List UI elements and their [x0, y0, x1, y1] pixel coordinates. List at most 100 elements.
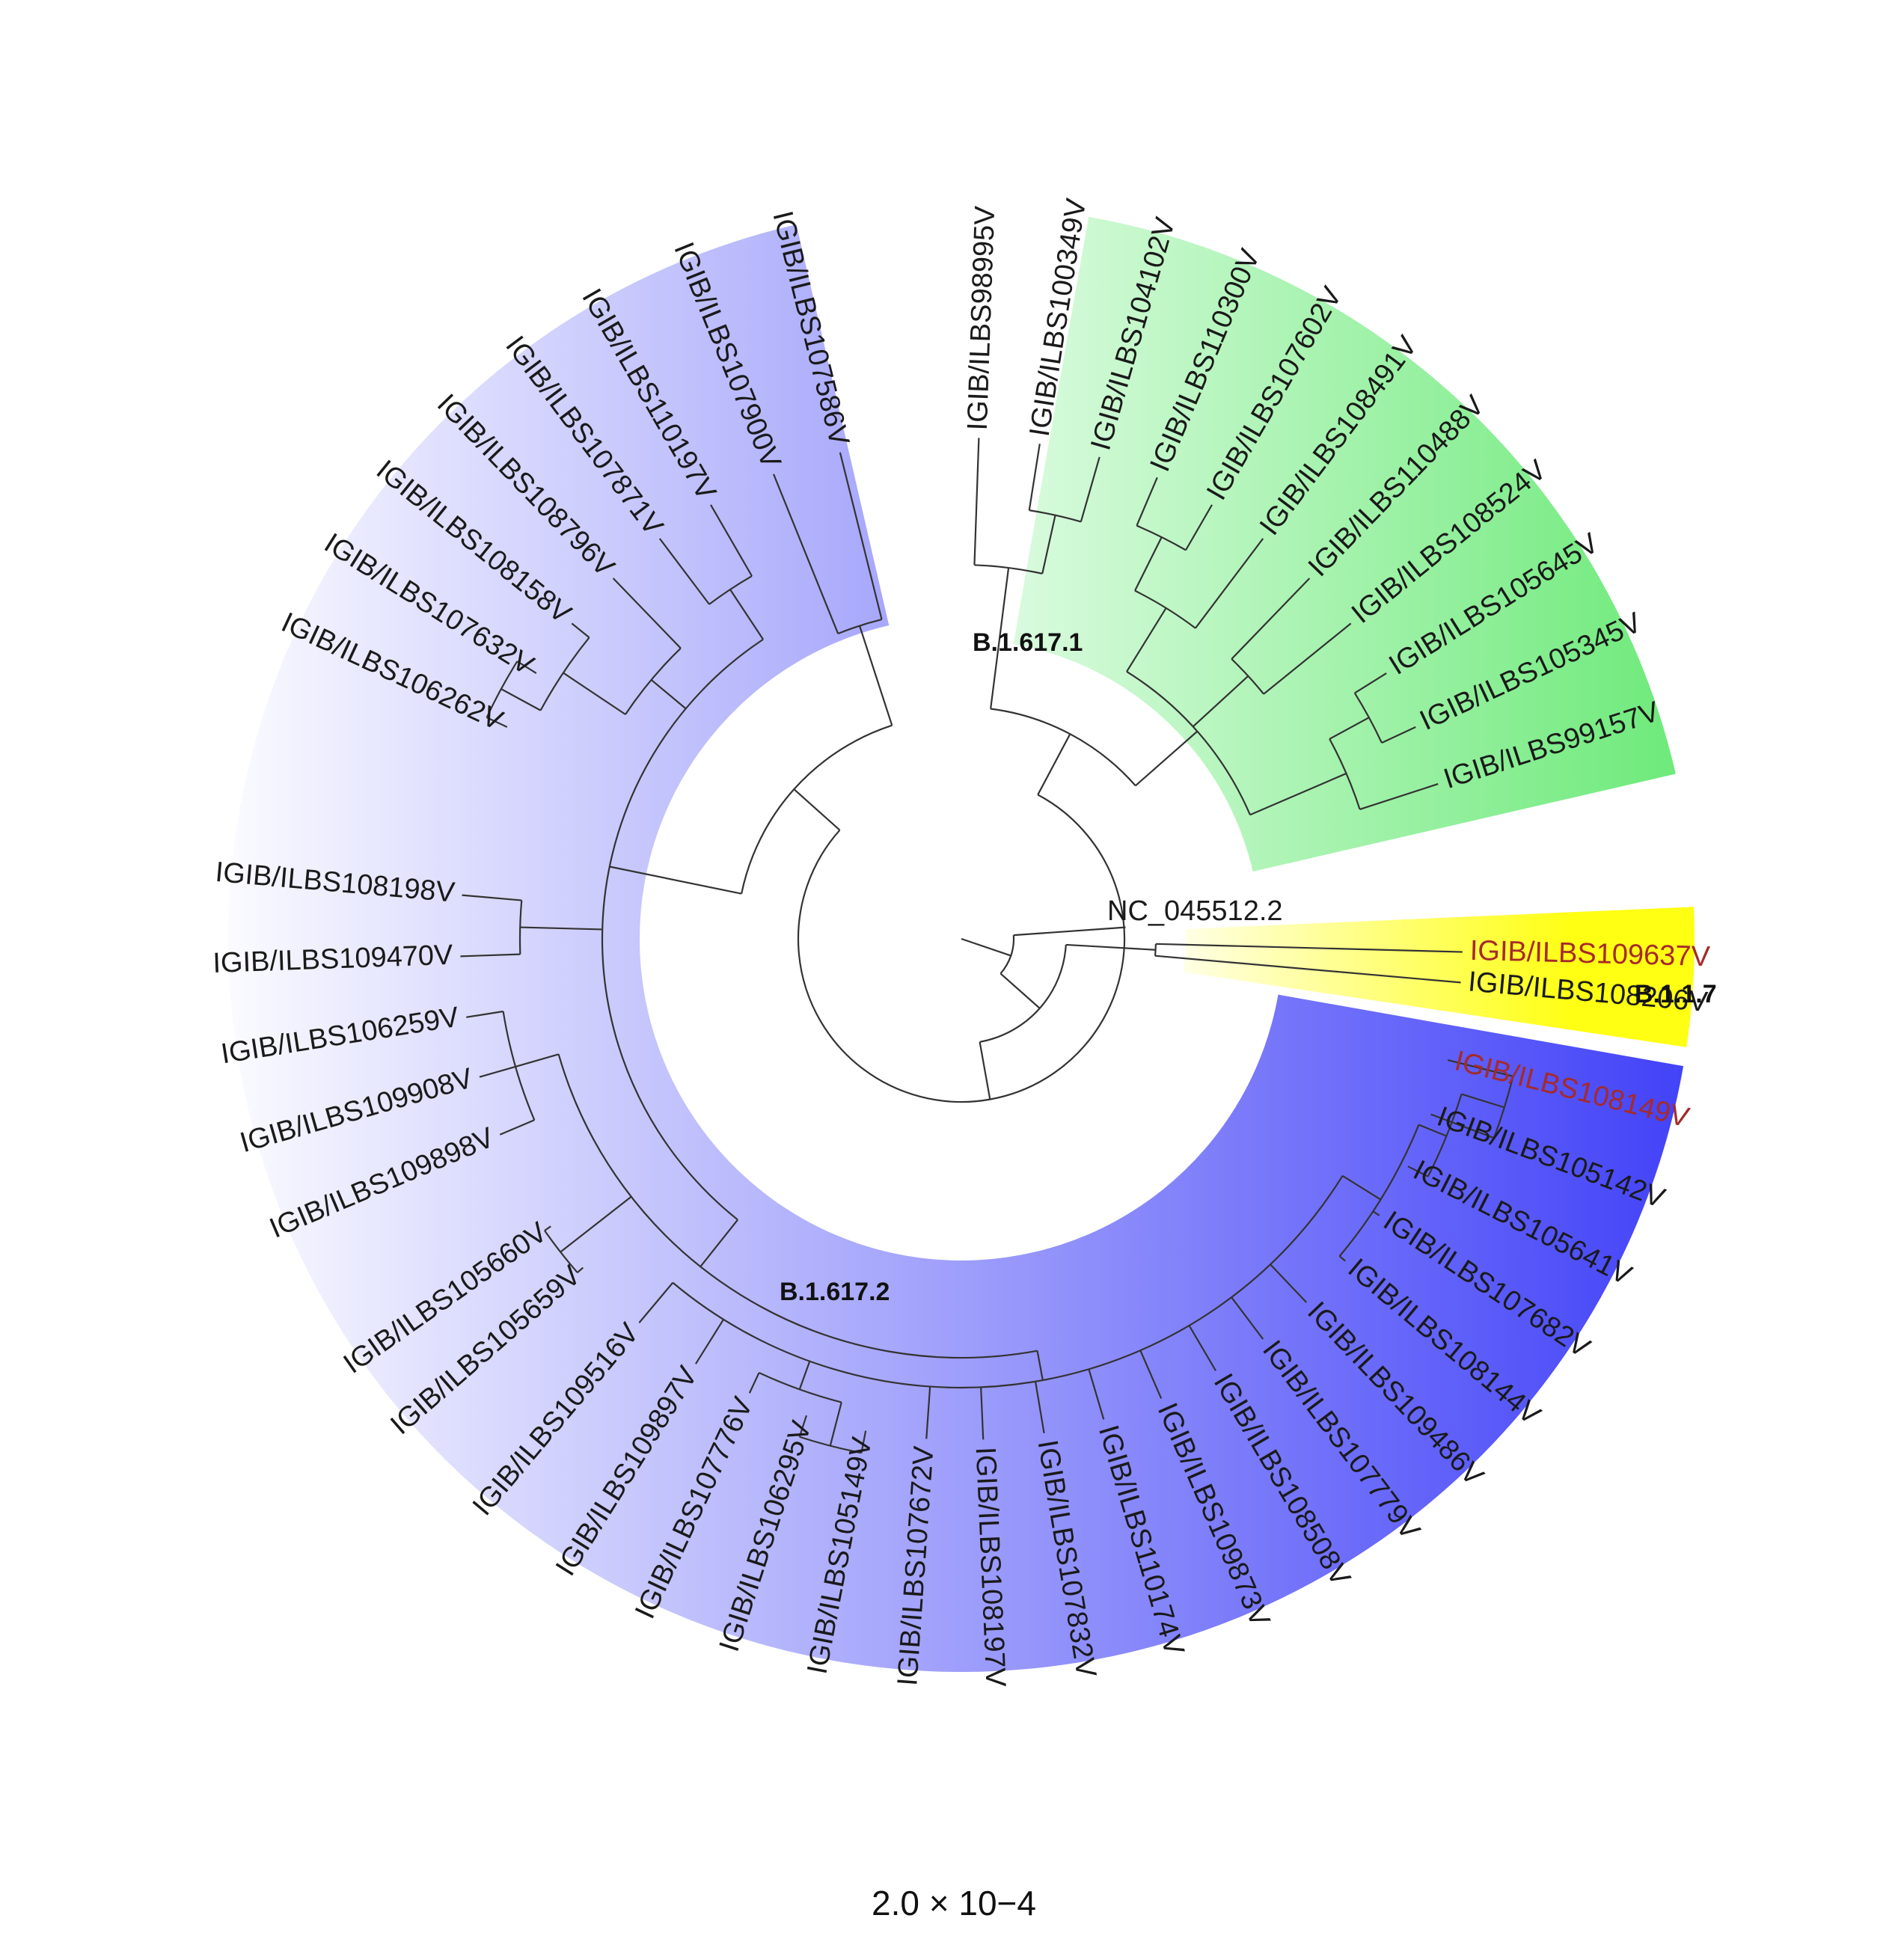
clade-label-b16172: B.1.617.2	[780, 1278, 890, 1306]
branch-segment	[1154, 955, 1461, 984]
branch-segment	[520, 926, 603, 931]
branch-segment	[609, 866, 742, 895]
branch-segment	[1028, 444, 1041, 511]
branch-segment	[1407, 1165, 1429, 1177]
branch-segment	[1418, 1124, 1447, 1137]
branch-segment	[1080, 456, 1101, 522]
branch-segment	[729, 589, 764, 640]
branch-arc	[741, 724, 893, 894]
branch-segment	[1139, 1350, 1163, 1399]
branch-arc	[990, 708, 1136, 786]
branch-segment	[1065, 943, 1096, 948]
branch-arc	[1154, 943, 1157, 956]
branch-segment	[1000, 972, 1041, 1009]
branch-segment	[979, 1041, 991, 1100]
branch-segment	[961, 937, 1011, 957]
branch-segment	[1195, 538, 1264, 629]
branch-segment	[638, 1281, 674, 1323]
branch-segment	[1354, 673, 1387, 694]
clade-label-b117: B.1.1.7	[1635, 980, 1717, 1008]
branch-segment	[1338, 1255, 1346, 1262]
branch-segment	[1372, 1210, 1380, 1216]
branch-arc	[979, 944, 1067, 1043]
branch-segment	[1041, 515, 1056, 575]
branch-segment	[748, 1372, 760, 1394]
branch-arc	[759, 1372, 842, 1403]
branch-segment	[650, 678, 687, 710]
branch-segment	[990, 612, 1004, 709]
branch-arc	[1427, 1094, 1463, 1177]
branch-segment	[1013, 926, 1126, 937]
root-label: NC_045512.2	[1107, 895, 1283, 927]
branch-segment	[658, 538, 710, 605]
branch-segment	[860, 1430, 867, 1453]
clade-sectors	[227, 216, 1695, 1673]
branch-segment	[1034, 1381, 1045, 1433]
branch-segment	[798, 1415, 808, 1438]
scale-label: 2.0 × 10−4	[872, 1884, 1036, 1923]
branch-arc	[1338, 1124, 1420, 1257]
branch-segment	[1088, 1368, 1105, 1420]
branch-arc	[1000, 935, 1015, 975]
branch-segment	[544, 1225, 551, 1231]
branch-segment	[1185, 504, 1213, 551]
branch-segment	[695, 1319, 724, 1364]
branch-arc	[1134, 589, 1196, 629]
branch-arc	[708, 575, 753, 605]
branch-segment	[1263, 622, 1352, 695]
branch-segment	[1249, 772, 1347, 816]
branch-segment	[1430, 1113, 1495, 1139]
branch-segment	[1135, 730, 1199, 787]
branch-segment	[499, 1119, 535, 1136]
branch-segment	[839, 452, 883, 620]
branch-arc	[557, 1054, 1038, 1359]
branch-segment	[1231, 1296, 1264, 1340]
sector-b16172	[227, 224, 1684, 1673]
sector-b16171	[1013, 216, 1676, 872]
branch-segment	[710, 504, 753, 577]
branch-segment	[1155, 943, 1463, 953]
branch-segment	[829, 1402, 842, 1446]
branch-arc	[974, 564, 1043, 575]
branch-arc	[625, 647, 682, 715]
branch-segment	[1341, 1174, 1382, 1201]
branch-arc	[1126, 670, 1251, 815]
branch-segment	[571, 622, 590, 639]
branch-segment	[858, 625, 893, 726]
branch-segment	[1231, 578, 1311, 660]
tree-branches	[460, 438, 1514, 1454]
branch-segment	[1329, 717, 1370, 740]
branch-segment	[462, 894, 522, 901]
branch-segment	[1447, 1059, 1513, 1077]
branch-segment	[460, 953, 521, 958]
branch-segment	[1095, 946, 1156, 951]
branch-arc	[797, 794, 1126, 1103]
branch-segment	[1461, 1093, 1505, 1109]
branch-segment	[700, 1219, 738, 1267]
branch-segment	[925, 1386, 931, 1439]
branch-segment	[980, 1387, 985, 1440]
branch-segment	[486, 717, 508, 728]
branch-segment	[772, 474, 839, 634]
clade-label-b16171: B.1.617.1	[973, 628, 1083, 657]
branch-segment	[563, 672, 626, 715]
branch-segment	[1188, 1325, 1216, 1371]
branch-arc	[601, 638, 764, 1221]
branch-segment	[560, 1195, 632, 1253]
branch-segment	[1270, 1263, 1307, 1303]
branch-segment	[793, 788, 841, 831]
branch-segment	[501, 688, 542, 711]
branch-arc	[539, 637, 590, 711]
branch-segment	[1036, 1350, 1044, 1381]
branch-segment	[1192, 675, 1249, 728]
branch-arc	[1329, 738, 1361, 810]
leaf-label: IGIB/ILBS109637V	[1469, 935, 1711, 972]
branch-segment	[1126, 607, 1167, 673]
branch-segment	[1037, 733, 1071, 795]
branch-segment	[479, 1065, 516, 1078]
branch-segment	[577, 1266, 584, 1273]
branch-arc	[502, 1011, 536, 1121]
branch-segment	[466, 1010, 503, 1018]
leaf-label: IGIB/ILBS98995V	[962, 205, 1001, 431]
